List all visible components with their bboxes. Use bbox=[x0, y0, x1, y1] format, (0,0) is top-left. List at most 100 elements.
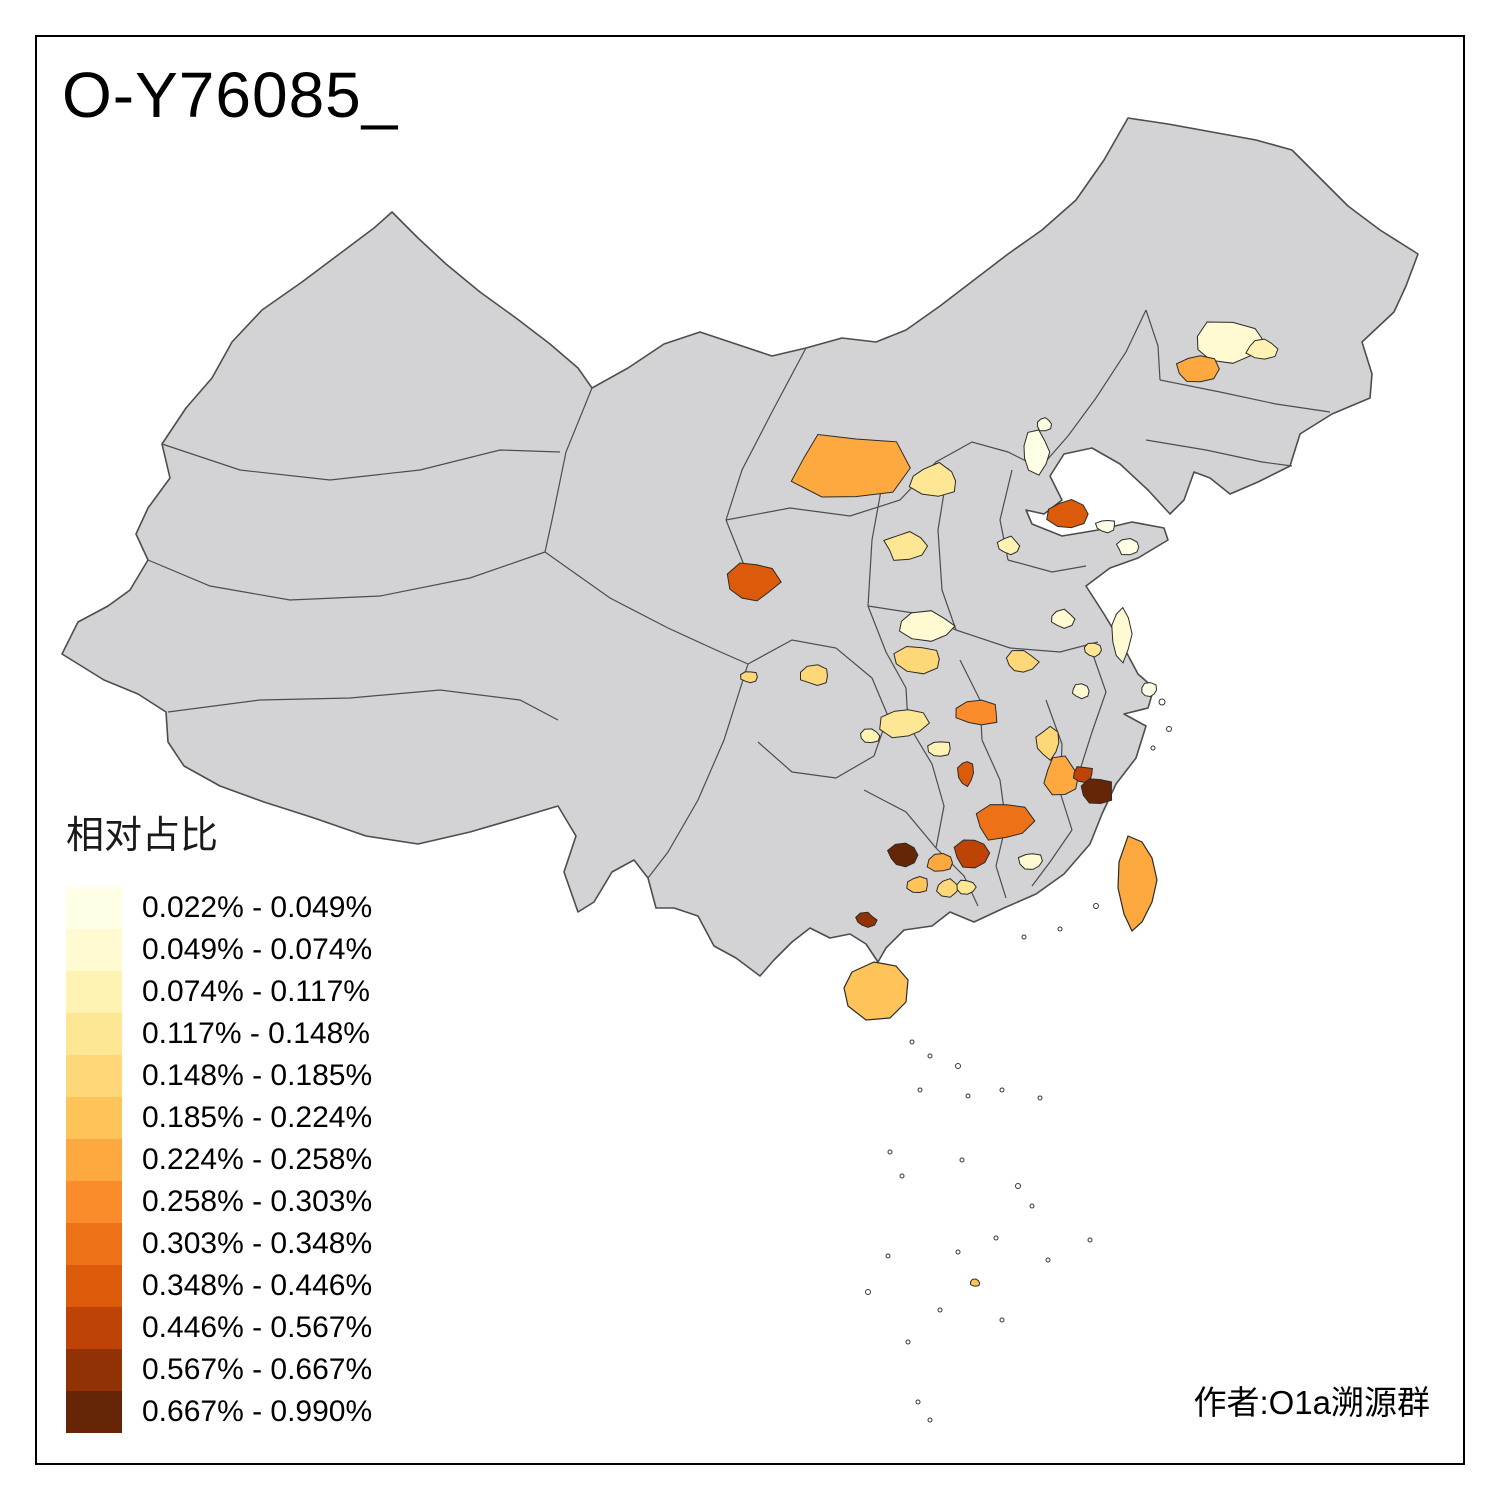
legend-swatch bbox=[66, 1223, 122, 1265]
sea-islet bbox=[1087, 1237, 1093, 1243]
sea-islet bbox=[885, 1253, 891, 1259]
sea-islet bbox=[999, 1317, 1005, 1323]
map-region bbox=[953, 839, 991, 869]
sea-islet bbox=[917, 1087, 923, 1093]
sea-islet bbox=[927, 1417, 933, 1423]
sea-islet bbox=[1166, 726, 1172, 732]
legend-item-label: 0.148% - 0.185% bbox=[142, 1059, 373, 1092]
legend-item: 0.348% - 0.446% bbox=[66, 1265, 372, 1307]
map-region bbox=[1043, 755, 1079, 796]
map-region bbox=[927, 741, 951, 757]
sea-islands bbox=[865, 698, 1172, 1423]
legend-item: 0.117% - 0.148% bbox=[66, 1013, 372, 1055]
legend-swatch bbox=[66, 929, 122, 971]
legend-swatch bbox=[66, 1181, 122, 1223]
legend-swatch bbox=[66, 887, 122, 929]
map-region bbox=[955, 699, 998, 726]
legend-swatch bbox=[66, 1055, 122, 1097]
sea-islet bbox=[905, 1339, 911, 1345]
legend-item: 0.224% - 0.258% bbox=[66, 1139, 372, 1181]
map-region bbox=[1005, 649, 1040, 673]
map-region bbox=[1083, 642, 1103, 658]
legend-item-label: 0.117% - 0.148% bbox=[142, 1017, 370, 1050]
sea-islet bbox=[915, 1399, 921, 1405]
legend-item: 0.567% - 0.667% bbox=[66, 1349, 372, 1391]
legend-swatch bbox=[66, 1307, 122, 1349]
legend-item: 0.303% - 0.348% bbox=[66, 1223, 372, 1265]
legend-item-label: 0.303% - 0.348% bbox=[142, 1227, 373, 1260]
sea-islet bbox=[1029, 1203, 1035, 1209]
sea-islet bbox=[1045, 1257, 1051, 1263]
sea-islet bbox=[937, 1307, 943, 1313]
legend-item-label: 0.022% - 0.049% bbox=[142, 891, 373, 924]
legend-item-label: 0.348% - 0.446% bbox=[142, 1269, 373, 1302]
legend-item: 0.446% - 0.567% bbox=[66, 1307, 372, 1349]
map-region bbox=[800, 664, 829, 687]
legend-item: 0.667% - 0.990% bbox=[66, 1391, 372, 1433]
map-region bbox=[886, 842, 919, 868]
sea-islet bbox=[955, 1249, 961, 1255]
map-region bbox=[956, 761, 975, 788]
map-region bbox=[855, 911, 878, 928]
map-region bbox=[860, 728, 881, 744]
legend-item: 0.148% - 0.185% bbox=[66, 1055, 372, 1097]
taiwan-region bbox=[1117, 835, 1158, 932]
hainan-region bbox=[843, 961, 909, 1021]
sea-islet bbox=[1150, 745, 1156, 751]
map-region bbox=[956, 879, 977, 895]
map-region bbox=[893, 645, 940, 675]
map-region bbox=[1050, 608, 1076, 629]
map-region bbox=[969, 1278, 981, 1287]
sea-islet bbox=[1021, 934, 1027, 940]
map-region bbox=[1017, 853, 1043, 870]
legend-item-label: 0.567% - 0.667% bbox=[142, 1353, 373, 1386]
legend-swatch bbox=[66, 1265, 122, 1307]
mainland-outline bbox=[61, 117, 1419, 977]
sea-islet bbox=[887, 1149, 893, 1155]
sea-islet bbox=[1057, 926, 1063, 932]
map-region bbox=[936, 878, 961, 898]
map-region bbox=[1080, 778, 1113, 805]
map-region bbox=[1094, 519, 1115, 534]
sea-islet bbox=[1037, 1095, 1043, 1101]
legend-swatch bbox=[66, 971, 122, 1013]
legend-item-label: 0.446% - 0.567% bbox=[142, 1311, 373, 1344]
map-region bbox=[883, 531, 929, 561]
map-region bbox=[726, 562, 782, 602]
map-frame bbox=[35, 35, 1465, 1465]
legend-item: 0.074% - 0.117% bbox=[66, 971, 372, 1013]
province-borders bbox=[147, 309, 1331, 907]
legend-item: 0.049% - 0.074% bbox=[66, 929, 372, 971]
legend-item: 0.258% - 0.303% bbox=[66, 1181, 372, 1223]
legend-item: 0.022% - 0.049% bbox=[66, 887, 372, 929]
map-region bbox=[1023, 429, 1051, 476]
legend-item-label: 0.185% - 0.224% bbox=[142, 1101, 373, 1134]
legend-item-label: 0.258% - 0.303% bbox=[142, 1185, 373, 1218]
sea-islet bbox=[909, 1039, 915, 1045]
map-region bbox=[908, 461, 957, 497]
legend-title: 相对占比 bbox=[66, 815, 219, 857]
sea-islet bbox=[999, 1087, 1005, 1093]
map-title: O-Y76085_ bbox=[62, 59, 399, 131]
sea-islet bbox=[1093, 903, 1099, 909]
legend-swatch bbox=[66, 1349, 122, 1391]
map-region bbox=[1115, 537, 1140, 556]
legend-swatch bbox=[66, 1139, 122, 1181]
map-region bbox=[1071, 683, 1090, 700]
map-region bbox=[1035, 725, 1060, 762]
legend-item-label: 0.224% - 0.258% bbox=[142, 1143, 373, 1176]
legend-swatch bbox=[66, 1097, 122, 1139]
sea-islet bbox=[899, 1173, 905, 1179]
legend-item-label: 0.049% - 0.074% bbox=[142, 933, 373, 966]
map-region bbox=[1036, 417, 1053, 432]
sea-islet bbox=[955, 1063, 961, 1069]
map-region bbox=[898, 610, 956, 642]
legend-swatch bbox=[66, 1013, 122, 1055]
sea-islet bbox=[927, 1053, 933, 1059]
legend: 相对占比 0.022% - 0.049% 0.049% - 0.074% 0.074… bbox=[66, 804, 372, 1433]
legend-item: 0.185% - 0.224% bbox=[66, 1097, 372, 1139]
legend-item-label: 0.667% - 0.990% bbox=[142, 1395, 373, 1428]
map-region bbox=[906, 875, 928, 894]
